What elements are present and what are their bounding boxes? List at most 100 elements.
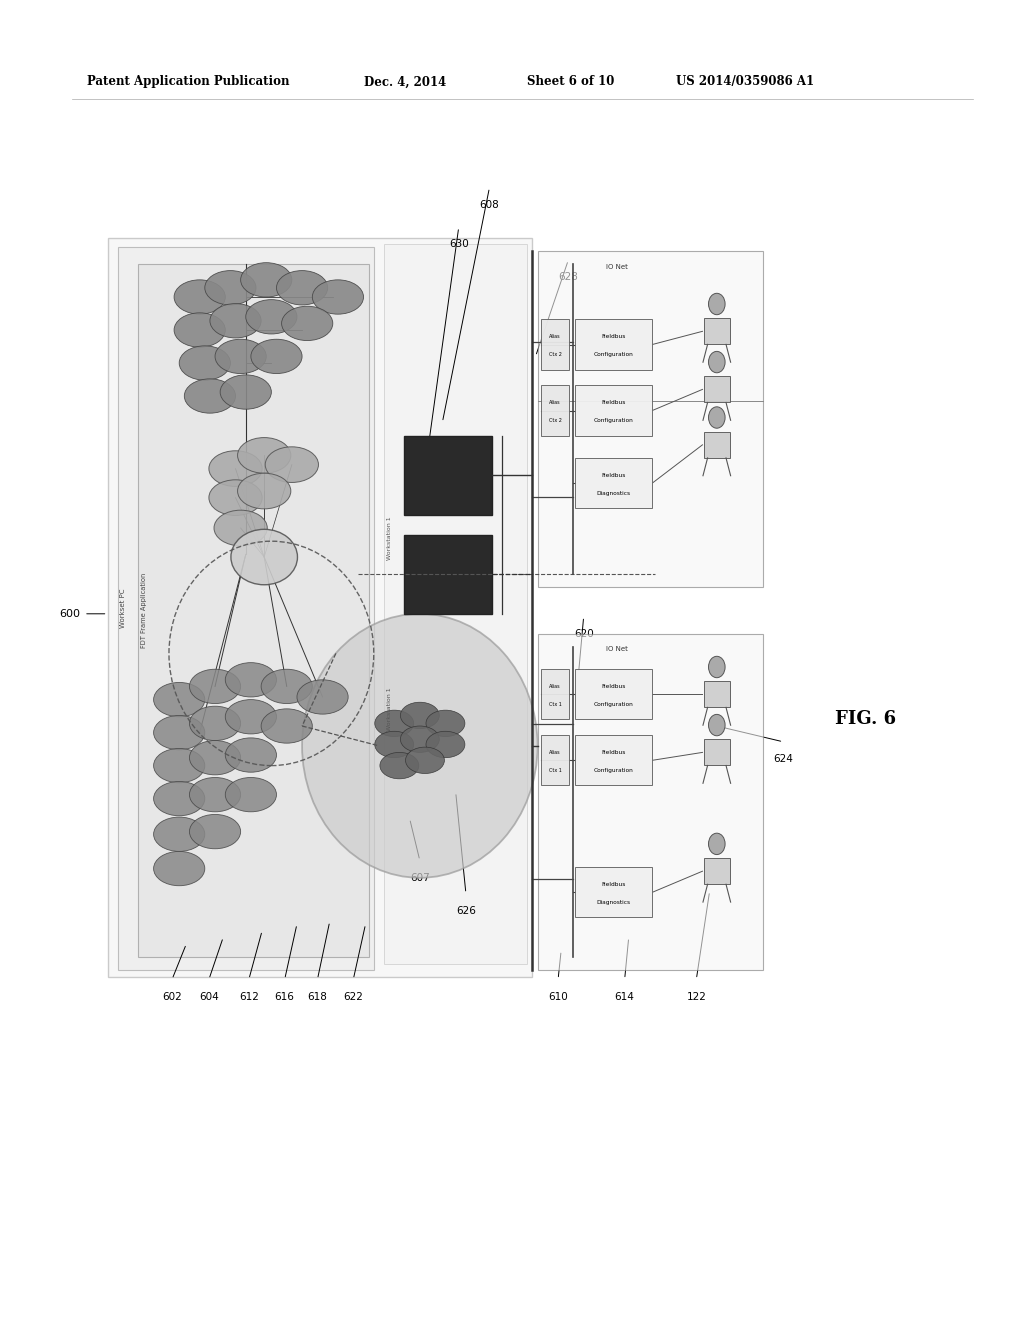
Text: Fieldbus: Fieldbus bbox=[602, 473, 626, 478]
FancyBboxPatch shape bbox=[118, 247, 374, 970]
Ellipse shape bbox=[154, 851, 205, 886]
FancyBboxPatch shape bbox=[138, 264, 369, 957]
Text: Alias: Alias bbox=[549, 750, 561, 755]
Ellipse shape bbox=[209, 451, 262, 487]
Ellipse shape bbox=[220, 375, 271, 409]
FancyBboxPatch shape bbox=[404, 436, 492, 515]
Ellipse shape bbox=[251, 339, 302, 374]
FancyBboxPatch shape bbox=[384, 244, 527, 964]
FancyBboxPatch shape bbox=[541, 319, 569, 370]
Text: IO Net: IO Net bbox=[605, 264, 628, 269]
Ellipse shape bbox=[225, 777, 276, 812]
Text: 616: 616 bbox=[274, 991, 295, 1002]
Text: Workset PC: Workset PC bbox=[120, 589, 126, 628]
Ellipse shape bbox=[426, 710, 465, 737]
Ellipse shape bbox=[265, 446, 318, 483]
Text: Ctx 2: Ctx 2 bbox=[549, 418, 561, 422]
Text: 607: 607 bbox=[410, 873, 430, 883]
FancyBboxPatch shape bbox=[575, 735, 652, 785]
Ellipse shape bbox=[154, 817, 205, 851]
Ellipse shape bbox=[210, 304, 261, 338]
Ellipse shape bbox=[205, 271, 256, 305]
Ellipse shape bbox=[184, 379, 236, 413]
FancyBboxPatch shape bbox=[575, 458, 652, 508]
Text: 122: 122 bbox=[686, 991, 707, 1002]
Ellipse shape bbox=[214, 510, 267, 546]
Text: 624: 624 bbox=[773, 754, 794, 764]
Ellipse shape bbox=[400, 702, 439, 729]
Text: Diagnostics: Diagnostics bbox=[597, 491, 631, 495]
Ellipse shape bbox=[215, 339, 266, 374]
Ellipse shape bbox=[709, 833, 725, 854]
FancyBboxPatch shape bbox=[108, 238, 532, 977]
Text: 628: 628 bbox=[558, 272, 579, 282]
FancyBboxPatch shape bbox=[703, 739, 730, 766]
Ellipse shape bbox=[406, 747, 444, 774]
Text: Configuration: Configuration bbox=[594, 768, 634, 772]
Text: 612: 612 bbox=[239, 991, 259, 1002]
Text: Configuration: Configuration bbox=[594, 352, 634, 356]
FancyBboxPatch shape bbox=[703, 376, 730, 403]
Text: 626: 626 bbox=[456, 906, 476, 916]
Text: Workstation 1: Workstation 1 bbox=[387, 688, 391, 731]
Ellipse shape bbox=[225, 663, 276, 697]
Text: Workstation 1: Workstation 1 bbox=[387, 516, 391, 560]
Text: US 2014/0359086 A1: US 2014/0359086 A1 bbox=[676, 75, 814, 88]
Ellipse shape bbox=[209, 479, 262, 516]
FancyBboxPatch shape bbox=[541, 385, 569, 436]
Text: Ctx 1: Ctx 1 bbox=[549, 702, 561, 706]
Ellipse shape bbox=[189, 741, 241, 775]
Text: Alias: Alias bbox=[549, 400, 561, 405]
FancyBboxPatch shape bbox=[538, 251, 763, 587]
Ellipse shape bbox=[400, 726, 439, 752]
Text: 620: 620 bbox=[573, 628, 594, 639]
Ellipse shape bbox=[276, 271, 328, 305]
Ellipse shape bbox=[225, 700, 276, 734]
Ellipse shape bbox=[709, 407, 725, 428]
Ellipse shape bbox=[174, 280, 225, 314]
FancyBboxPatch shape bbox=[575, 385, 652, 436]
Ellipse shape bbox=[261, 709, 312, 743]
Ellipse shape bbox=[231, 529, 297, 585]
Text: 608: 608 bbox=[479, 199, 500, 210]
Text: Alias: Alias bbox=[549, 684, 561, 689]
Text: 618: 618 bbox=[307, 991, 328, 1002]
Text: Patent Application Publication: Patent Application Publication bbox=[87, 75, 290, 88]
Text: 604: 604 bbox=[199, 991, 219, 1002]
Text: Fieldbus: Fieldbus bbox=[602, 750, 626, 755]
Ellipse shape bbox=[154, 715, 205, 750]
Text: Sheet 6 of 10: Sheet 6 of 10 bbox=[527, 75, 614, 88]
Ellipse shape bbox=[174, 313, 225, 347]
Ellipse shape bbox=[380, 752, 419, 779]
Ellipse shape bbox=[238, 473, 291, 510]
Ellipse shape bbox=[225, 738, 276, 772]
Text: 614: 614 bbox=[614, 991, 635, 1002]
Text: Dec. 4, 2014: Dec. 4, 2014 bbox=[364, 75, 445, 88]
Ellipse shape bbox=[375, 731, 414, 758]
FancyBboxPatch shape bbox=[703, 681, 730, 708]
Ellipse shape bbox=[154, 748, 205, 783]
FancyBboxPatch shape bbox=[703, 432, 730, 458]
Text: 630: 630 bbox=[449, 239, 469, 249]
FancyBboxPatch shape bbox=[703, 318, 730, 345]
Ellipse shape bbox=[375, 710, 414, 737]
Text: Ctx 1: Ctx 1 bbox=[549, 768, 561, 772]
FancyBboxPatch shape bbox=[538, 634, 763, 970]
Text: 622: 622 bbox=[343, 991, 364, 1002]
Text: Fieldbus: Fieldbus bbox=[602, 684, 626, 689]
Text: Ctx 2: Ctx 2 bbox=[549, 352, 561, 356]
Ellipse shape bbox=[709, 656, 725, 677]
FancyBboxPatch shape bbox=[575, 867, 652, 917]
Ellipse shape bbox=[179, 346, 230, 380]
FancyBboxPatch shape bbox=[404, 535, 492, 614]
Ellipse shape bbox=[189, 706, 241, 741]
Ellipse shape bbox=[154, 781, 205, 816]
Text: FDT Frame Application: FDT Frame Application bbox=[141, 573, 147, 648]
Ellipse shape bbox=[154, 682, 205, 717]
Ellipse shape bbox=[709, 293, 725, 314]
Text: 600: 600 bbox=[59, 609, 80, 619]
Text: Fieldbus: Fieldbus bbox=[602, 400, 626, 405]
FancyBboxPatch shape bbox=[541, 669, 569, 719]
Text: Alias: Alias bbox=[549, 334, 561, 339]
FancyBboxPatch shape bbox=[541, 735, 569, 785]
